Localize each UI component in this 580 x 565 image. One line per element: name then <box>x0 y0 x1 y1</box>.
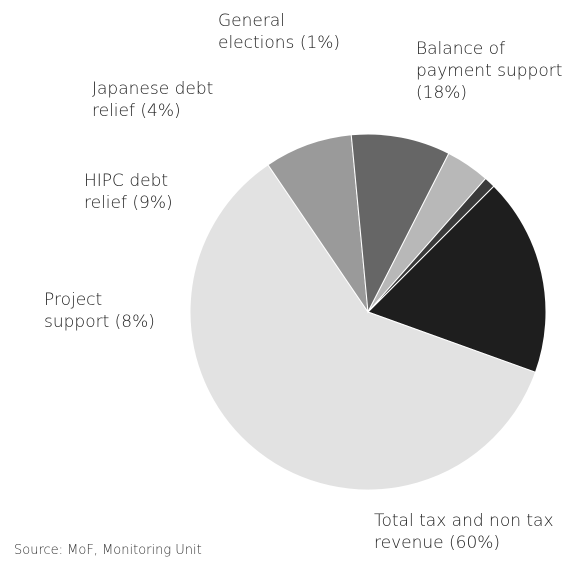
label-total-tax-revenue: Total tax and non tax revenue (60%) <box>374 510 554 554</box>
label-hipc-debt-relief: HIPC debt relief (9%) <box>84 170 173 214</box>
label-general-elections: General elections (1%) <box>218 10 340 54</box>
source-note: Source: MoF, Monitoring Unit <box>14 543 202 558</box>
label-project-support: Project support (8%) <box>44 289 155 333</box>
pie-slices <box>190 134 546 490</box>
label-japanese-debt-relief: Japanese debt relief (4%) <box>92 78 213 122</box>
label-balance-of-payment-support: Balance of payment support (18%) <box>416 38 562 104</box>
